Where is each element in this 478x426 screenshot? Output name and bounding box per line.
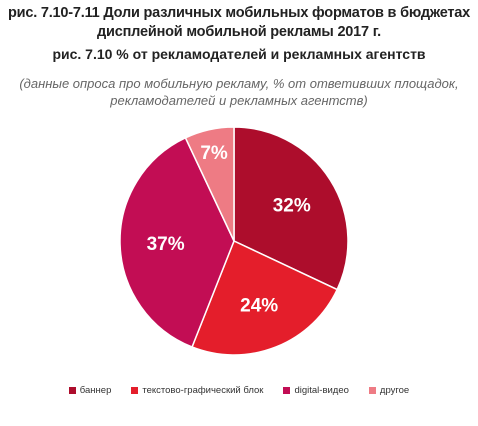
chart-note: (данные опроса про мобильную рекламу, % … — [19, 76, 459, 108]
pie-slice — [119, 136, 235, 348]
chart-title: рис. 7.10-7.11 Доли различных мобильных … — [7, 5, 471, 40]
legend-swatch — [68, 387, 76, 394]
slice-label: 32% — [273, 195, 311, 216]
slice-label: 7% — [200, 143, 228, 164]
chart-legend: баннер текстово-графический блок digital-в… — [0, 385, 478, 396]
legend-swatch — [368, 387, 376, 394]
slice-label: 37% — [147, 234, 185, 255]
slice-label: 24% — [240, 296, 278, 317]
pie-slice — [191, 239, 339, 356]
legend-swatch — [131, 387, 139, 394]
legend-swatch — [283, 387, 291, 394]
legend-label: баннер — [79, 385, 112, 396]
pie-chart: 32% 24% 37% 7% — [119, 126, 349, 356]
legend-item: digital-видео — [283, 385, 349, 396]
pie-slice — [184, 126, 235, 242]
chart-subtitle: рис. 7.10 % от рекламодателей и рекламны… — [52, 46, 426, 62]
legend-label: другое — [379, 385, 410, 396]
legend-item: баннер — [68, 385, 112, 396]
pie-slice — [233, 126, 349, 291]
legend-label: текстово-графический блок — [142, 385, 264, 396]
legend-item: текстово-графический блок — [131, 385, 263, 396]
legend-item: другое — [368, 385, 410, 396]
legend-label: digital-видео — [294, 385, 349, 396]
